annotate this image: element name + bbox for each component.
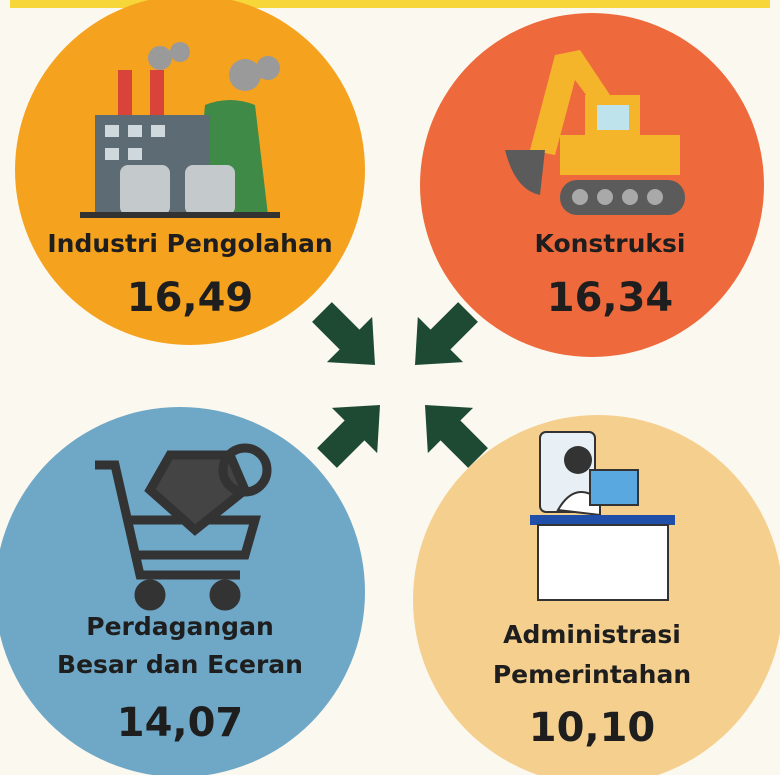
item-value: 16,34 xyxy=(547,275,674,321)
item-label: Administrasi xyxy=(503,620,681,649)
excavator-icon xyxy=(505,50,685,215)
circle-blue xyxy=(0,407,365,775)
item-value: 10,10 xyxy=(529,705,656,751)
item-label: Konstruksi xyxy=(535,229,686,258)
factory-icon xyxy=(80,42,280,218)
top-strip xyxy=(10,0,770,8)
item-value: 16,49 xyxy=(127,275,254,321)
item-label: Industri Pengolahan xyxy=(47,229,332,258)
item-label: Besar dan Eceran xyxy=(57,650,303,679)
cart-icon xyxy=(95,443,272,611)
item-label: Pemerintahan xyxy=(493,660,691,689)
arrow xyxy=(425,405,488,468)
office-icon xyxy=(530,431,675,601)
arrows xyxy=(312,302,488,468)
item-value: 14,07 xyxy=(117,700,244,746)
arrow xyxy=(317,405,380,468)
arrow xyxy=(312,302,375,365)
arrow xyxy=(415,302,478,365)
item-label: Perdagangan xyxy=(86,612,274,641)
